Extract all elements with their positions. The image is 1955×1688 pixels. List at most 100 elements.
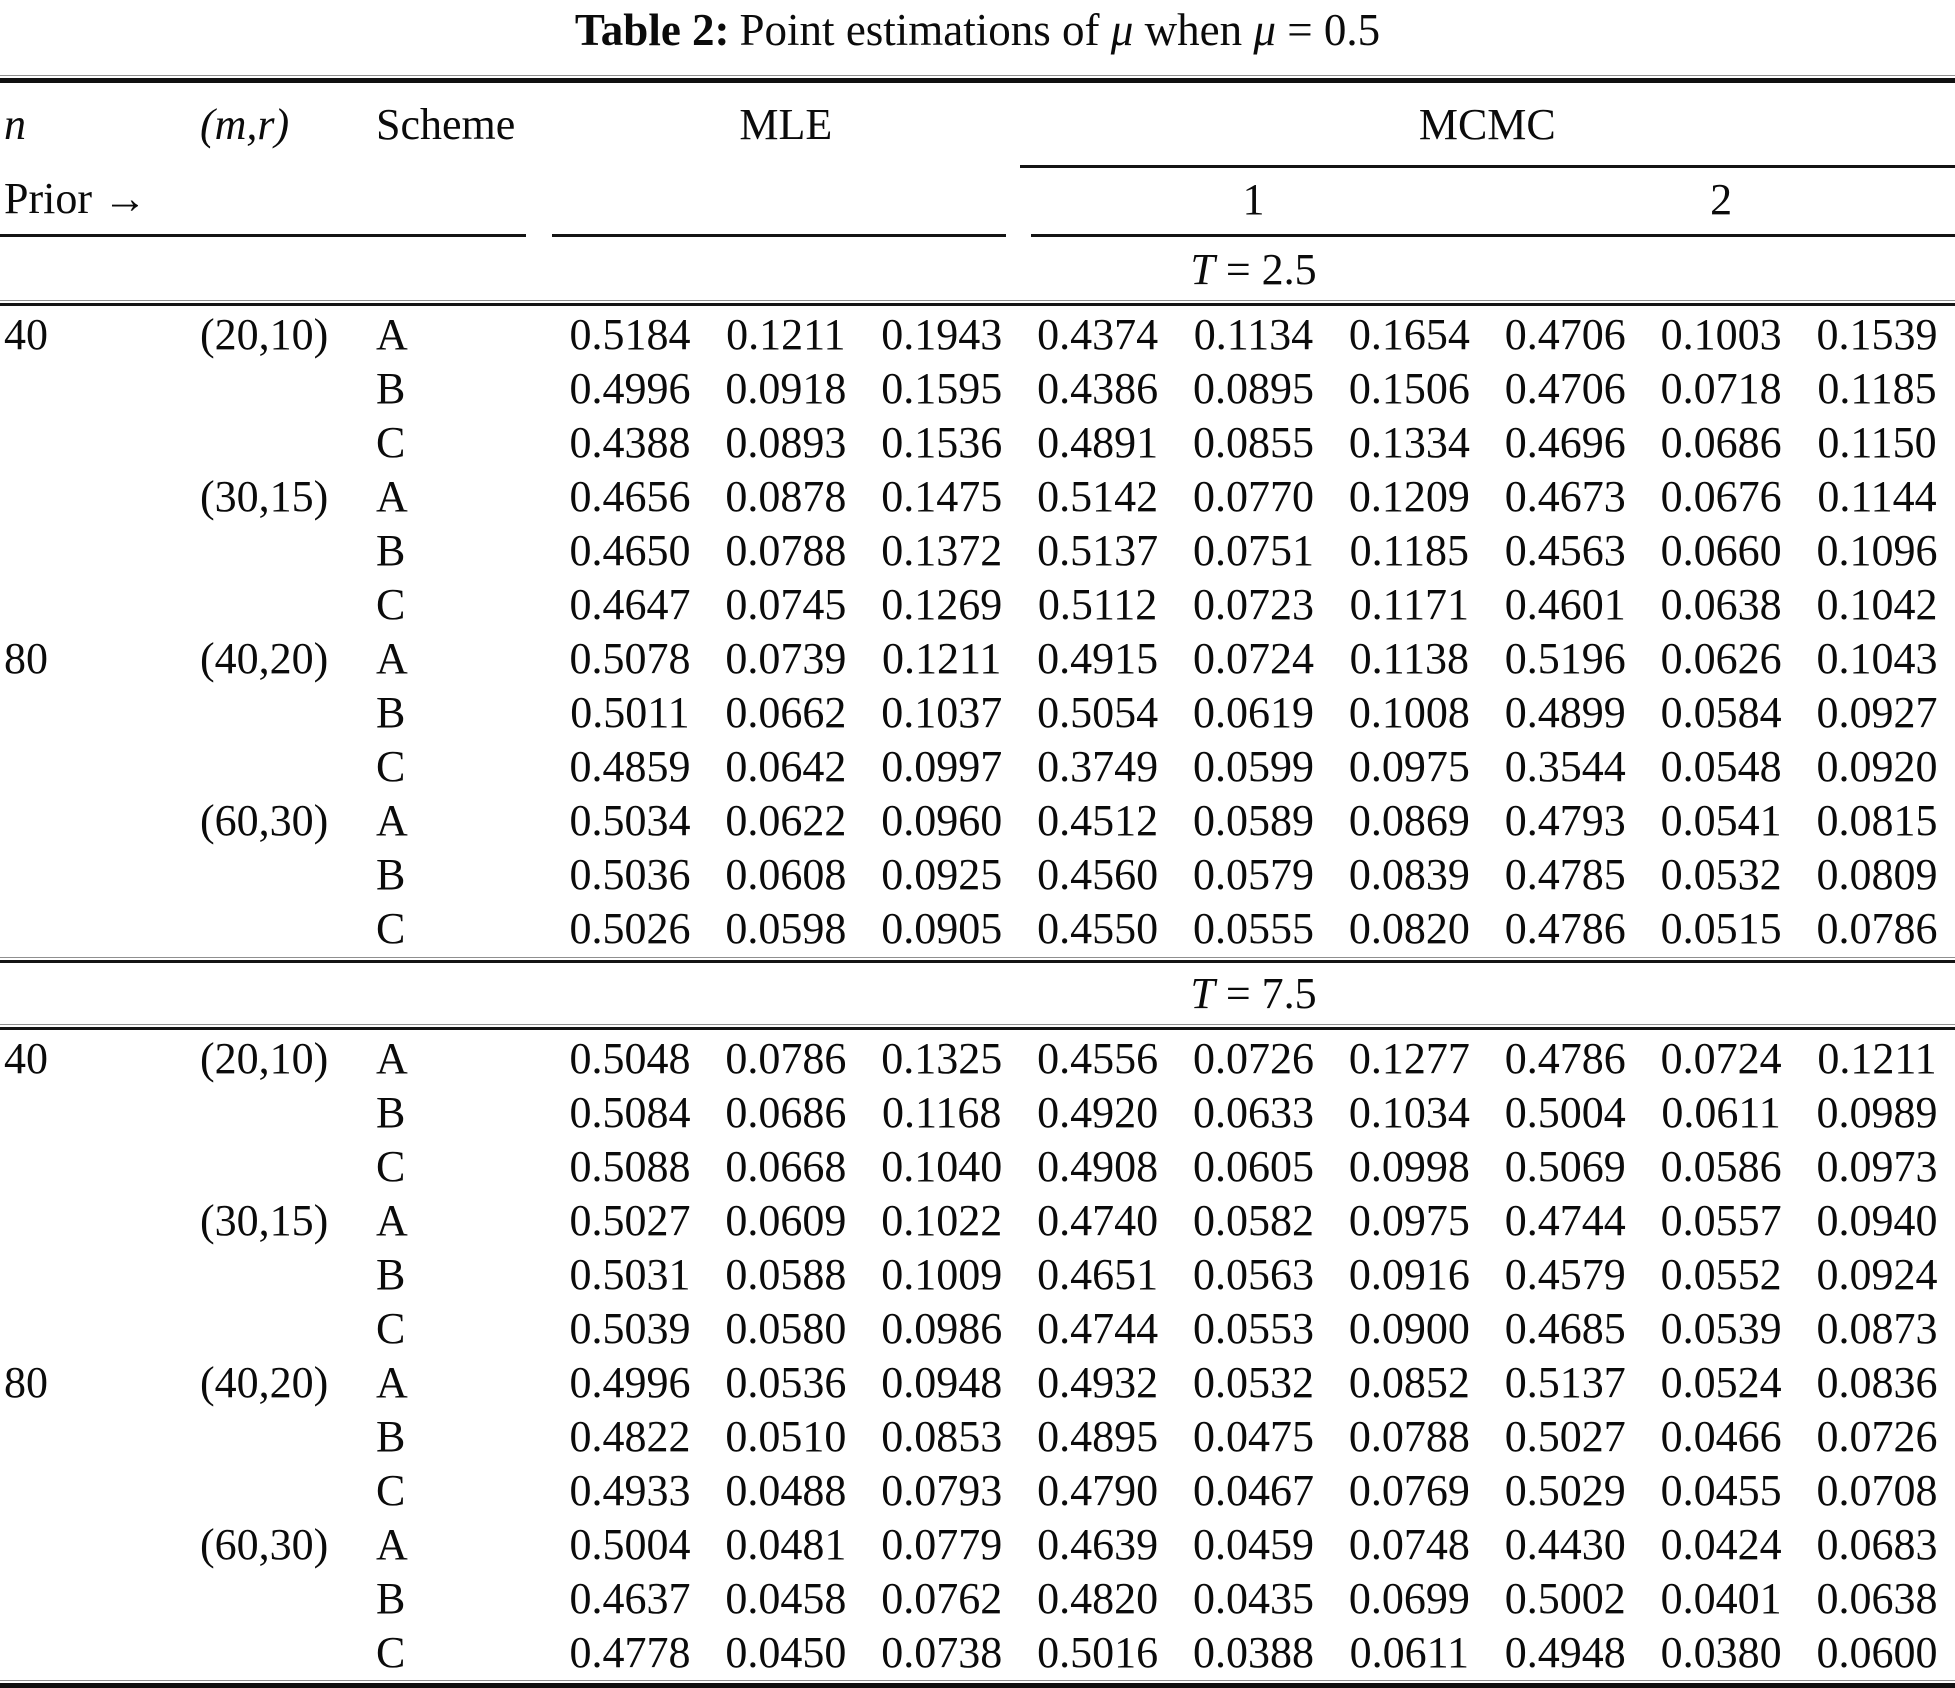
table-row: C 0.4647 0.0745 0.1269 0.5112 0.0723 0.1…: [0, 577, 1955, 631]
rule-under-mle: [552, 233, 1006, 237]
cell-mle-width: 0.1040: [881, 1141, 1003, 1191]
cell-mcmc1-mse: 0.0555: [1192, 903, 1314, 953]
cell-mr: [200, 739, 368, 793]
cell-n: [0, 1085, 200, 1139]
cell-mcmc1-width: 0.0975: [1348, 741, 1470, 791]
cell-mcmc2-estimate: 0.5027: [1504, 1411, 1626, 1461]
cell-mcmc2-width: 0.0708: [1816, 1465, 1938, 1515]
cell-n: 40: [4, 309, 48, 359]
cell-mr: (30,15): [200, 1195, 329, 1245]
cell-mcmc2-width: 0.0726: [1816, 1411, 1938, 1461]
cell-mle-mse: 0.0450: [725, 1627, 847, 1677]
cell-mcmc2-width: 0.0989: [1816, 1087, 1938, 1137]
cell-mle-mse: 0.0481: [725, 1519, 847, 1569]
cell-mcmc2-estimate: 0.4601: [1504, 579, 1626, 629]
cell-mcmc1-mse: 0.0475: [1192, 1411, 1314, 1461]
cell-scheme: A: [376, 1033, 408, 1083]
table-row: B 0.5036 0.0608 0.0925 0.4560 0.0579 0.0…: [0, 847, 1955, 901]
t-symbol: T: [1190, 244, 1215, 294]
rule-row: [0, 298, 1955, 307]
cell-mcmc2-estimate: 0.4685: [1504, 1303, 1626, 1353]
cell-mcmc1-width: 0.1138: [1349, 633, 1469, 683]
top-rule-row: [0, 74, 1955, 83]
table-row: (30,15) A 0.4656 0.0878 0.1475 0.5142 0.…: [0, 469, 1955, 523]
rule-under-mcmc: [1030, 233, 1955, 237]
empty-cell: [552, 167, 1020, 231]
cell-mle-estimate: 0.4647: [569, 579, 691, 629]
cell-n: [0, 361, 200, 415]
cell-mcmc2-mse: 0.0539: [1660, 1303, 1782, 1353]
cell-mcmc2-mse: 0.0586: [1660, 1141, 1782, 1191]
cell-mle-mse: 0.0686: [725, 1087, 847, 1137]
cell-mcmc1-mse: 0.0582: [1192, 1195, 1314, 1245]
caption-text-2: when: [1144, 5, 1243, 55]
col-header-mle: MLE: [739, 100, 833, 150]
cell-mle-estimate: 0.5026: [569, 903, 691, 953]
cell-mr: [200, 1463, 368, 1517]
cell-mcmc1-width: 0.0852: [1348, 1357, 1470, 1407]
cell-mle-width: 0.1211: [882, 633, 1002, 683]
cell-scheme: A: [376, 1519, 408, 1569]
cell-mcmc1-mse: 0.0895: [1192, 363, 1314, 413]
cell-mcmc1-estimate: 0.5054: [1037, 687, 1159, 737]
cell-n: [0, 415, 200, 469]
cell-mcmc2-width: 0.0927: [1816, 687, 1938, 737]
rule-row: [0, 955, 1955, 964]
mu-symbol: μ: [1110, 5, 1134, 55]
cell-mle-width: 0.1536: [881, 417, 1003, 467]
header-row-groups: n (m,r) Scheme MLE MCMC: [0, 83, 1955, 168]
cell-mcmc1-estimate: 0.4820: [1037, 1573, 1159, 1623]
cell-mcmc2-mse: 0.0541: [1660, 795, 1782, 845]
cell-mcmc2-estimate: 0.5069: [1504, 1141, 1626, 1191]
empty-cell: [200, 167, 368, 231]
cell-mcmc2-estimate: 0.4579: [1504, 1249, 1626, 1299]
cell-mle-width: 0.0762: [881, 1573, 1003, 1623]
cell-scheme: B: [376, 849, 406, 899]
cell-n: [0, 1193, 200, 1247]
cell-mcmc2-estimate: 0.4786: [1504, 903, 1626, 953]
cell-mr: [200, 847, 368, 901]
cell-mcmc2-mse: 0.0532: [1660, 849, 1782, 899]
cell-mcmc2-estimate: 0.4706: [1504, 309, 1626, 359]
cell-mle-mse: 0.0510: [725, 1411, 847, 1461]
table-row: B 0.5011 0.0662 0.1037 0.5054 0.0619 0.1…: [0, 685, 1955, 739]
cell-mcmc1-width: 0.1008: [1348, 687, 1470, 737]
cell-scheme: A: [376, 1357, 408, 1407]
cell-mle-mse: 0.0786: [725, 1033, 847, 1083]
cell-mcmc2-width: 0.1211: [1817, 1033, 1937, 1083]
cell-mcmc2-estimate: 0.4899: [1504, 687, 1626, 737]
cell-mcmc1-mse: 0.0435: [1192, 1573, 1314, 1623]
t-symbol: T: [1190, 968, 1215, 1018]
table-row: (30,15) A 0.5027 0.0609 0.1022 0.4740 0.…: [0, 1193, 1955, 1247]
table-row: C 0.4778 0.0450 0.0738 0.5016 0.0388 0.0…: [0, 1625, 1955, 1679]
cell-n: [0, 523, 200, 577]
cell-n: [0, 1517, 200, 1571]
cell-mcmc1-mse: 0.0770: [1192, 471, 1314, 521]
cell-mcmc2-width: 0.0815: [1816, 795, 1938, 845]
cell-n: [0, 577, 200, 631]
header-underline-row: [0, 230, 1955, 240]
point-estimations-table: n (m,r) Scheme MLE MCMC Prior → 1 2 T = …: [0, 74, 1955, 1688]
cell-mcmc2-estimate: 0.5004: [1504, 1087, 1626, 1137]
cell-mcmc2-mse: 0.0557: [1660, 1195, 1782, 1245]
cell-n: [0, 1625, 200, 1679]
cell-mle-width: 0.1325: [881, 1033, 1003, 1083]
t-value-label: T = 7.5: [552, 964, 1955, 1022]
cell-scheme: B: [376, 1573, 406, 1623]
cell-mcmc1-width: 0.1277: [1348, 1033, 1470, 1083]
section-rule: [0, 1023, 1955, 1030]
cell-mr: [200, 577, 368, 631]
cell-scheme: C: [376, 579, 406, 629]
table-row: C 0.5026 0.0598 0.0905 0.4550 0.0555 0.0…: [0, 901, 1955, 955]
empty-cell: [0, 964, 552, 1022]
cell-mle-width: 0.0738: [881, 1627, 1003, 1677]
cell-mr: (40,20): [200, 633, 329, 683]
cell-mcmc1-estimate: 0.4790: [1037, 1465, 1159, 1515]
cell-mle-estimate: 0.5088: [569, 1141, 691, 1191]
cell-mcmc2-width: 0.0836: [1816, 1357, 1938, 1407]
cell-mle-mse: 0.0488: [725, 1465, 847, 1515]
table-header: n (m,r) Scheme MLE MCMC Prior → 1 2: [0, 74, 1955, 240]
table-row: B 0.4996 0.0918 0.1595 0.4386 0.0895 0.1…: [0, 361, 1955, 415]
mu-symbol: μ: [1253, 5, 1276, 55]
cell-mr: [200, 1625, 368, 1679]
